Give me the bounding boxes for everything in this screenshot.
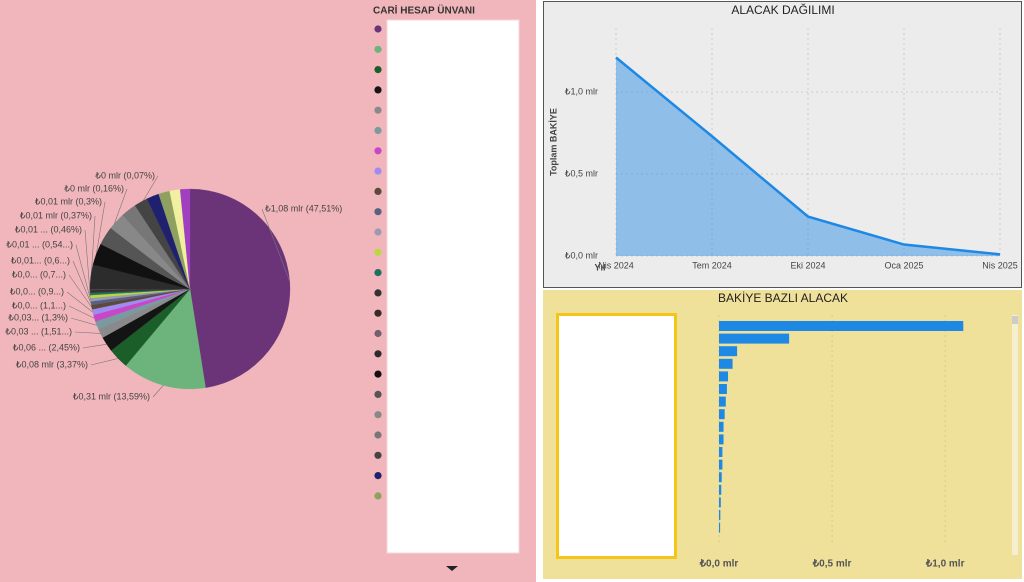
y-axis-title: Toplam BAKİYE: [548, 108, 558, 176]
legend-marker: [374, 86, 382, 94]
leader-line: [74, 331, 101, 334]
scroll-thumb[interactable]: [1012, 316, 1018, 324]
legend-marker: [374, 187, 382, 195]
data-label: ₺0 mlr (0,16%): [64, 183, 124, 193]
area-fill: [616, 57, 1000, 257]
x-tick-label: ₺0,5 mlr: [812, 559, 852, 570]
leader-line: [84, 229, 91, 297]
data-label: ₺0,0... (0,7...): [12, 269, 66, 279]
bar: [719, 421, 724, 432]
data-label: ₺0,03 ... (1,51...): [5, 326, 72, 336]
y-tick-label: ₺0,0 mlr: [565, 250, 598, 260]
area-panel: [543, 1, 1022, 288]
area-line: [615, 56, 1001, 256]
legend-marker: [374, 309, 382, 317]
legend-marker: [374, 350, 382, 358]
legend-marker: [374, 45, 382, 53]
legend-marker: [374, 329, 382, 338]
legend-marker: [374, 25, 382, 33]
legend-marker: [374, 248, 382, 256]
x-tick-label: Tem 2024: [692, 260, 732, 270]
bar: [719, 497, 721, 508]
x-tick-label: ₺1,0 mlr: [925, 559, 965, 570]
category-box: [556, 313, 677, 559]
leader-line: [68, 274, 92, 308]
y-tick-label: ₺1,0 mlr: [565, 86, 598, 96]
legend-marker: [374, 228, 382, 236]
bar: [719, 434, 724, 445]
leader-line: [152, 385, 164, 398]
legend-marker: [374, 370, 382, 378]
data-label: ₺0,06 ... (2,45%): [13, 342, 80, 352]
pie-slice: [189, 188, 291, 388]
legend-marker: [374, 269, 382, 277]
x-axis-title: Yıl: [594, 262, 605, 272]
x-tick-label: Nis 2025: [982, 260, 1018, 270]
bar: [719, 447, 723, 457]
legend-marker: [374, 451, 382, 459]
legend-marker: [374, 126, 382, 135]
bar: [719, 522, 721, 533]
pie-slice: [179, 188, 191, 290]
data-label: ₺0,0... (1,1...): [12, 300, 66, 310]
scrollbar[interactable]: [1012, 315, 1018, 555]
bar: [719, 459, 723, 470]
bar: [719, 333, 790, 344]
leader-line: [72, 260, 92, 304]
bar: [719, 472, 722, 483]
legend-marker: [374, 492, 382, 500]
legend-marker: [374, 411, 382, 419]
area-title: ALACAK DAĞILIMI: [731, 2, 834, 17]
legend-marker: [374, 167, 382, 175]
legend-marker: [374, 208, 382, 216]
legend-marker: [374, 66, 382, 74]
bar: [719, 371, 729, 382]
legend-marker: [374, 147, 382, 155]
x-tick-label: Oca 2025: [884, 260, 923, 270]
legend-title: CARİ HESAP ÜNVANI: [373, 4, 475, 17]
legend-marker: [374, 390, 382, 398]
legend-marker: [374, 472, 382, 480]
data-label: ₺1,08 mlr (47,51%): [265, 203, 342, 213]
leader-line: [66, 291, 93, 313]
leader-line: [90, 358, 119, 366]
leader-line: [70, 317, 97, 326]
leader-line: [75, 244, 91, 300]
data-label: ₺0,01 ... (0,54...): [6, 239, 73, 249]
data-label: ₺0,03... (1,3%): [8, 312, 68, 322]
bar: [719, 396, 726, 407]
scroll-arrow[interactable]: [446, 566, 458, 571]
data-label: ₺0,0... (0,9...): [10, 286, 64, 296]
data-label: ₺0 mlr (0,07%): [95, 170, 155, 180]
bar: [719, 321, 964, 331]
legend-marker: [374, 106, 382, 114]
data-label: ₺0,31 mlr (13,59%): [73, 391, 150, 401]
data-label: ₺0,01 mlr (0,37%): [20, 210, 92, 220]
x-tick-label: Nis 2024: [598, 260, 634, 270]
x-tick-label: ₺0,0 mlr: [699, 559, 739, 570]
bar: [719, 358, 733, 369]
bar: [719, 346, 738, 357]
pie-slice: [125, 288, 206, 390]
x-tick-label: Eki 2024: [790, 260, 825, 270]
y-tick-label: ₺0,5 mlr: [565, 168, 598, 178]
data-label: ₺0,08 mlr (3,37%): [16, 359, 88, 369]
data-label: ₺0,01 ... (0,46%): [15, 224, 82, 234]
bar: [719, 384, 727, 394]
legend-box: [386, 19, 520, 554]
legend-marker: [374, 289, 382, 297]
bar: [719, 409, 725, 420]
bar-title: BAKİYE BAZLI ALACAK: [718, 291, 848, 305]
legend-marker: [374, 431, 382, 439]
leader-line: [82, 343, 107, 349]
leader-line: [68, 305, 95, 319]
data-label: ₺0,01... (0,6...): [11, 255, 70, 265]
leader-line: [261, 208, 290, 282]
bar: [719, 484, 722, 495]
bar: [719, 510, 721, 520]
data-label: ₺0,01 mlr (0,3%): [35, 196, 102, 206]
